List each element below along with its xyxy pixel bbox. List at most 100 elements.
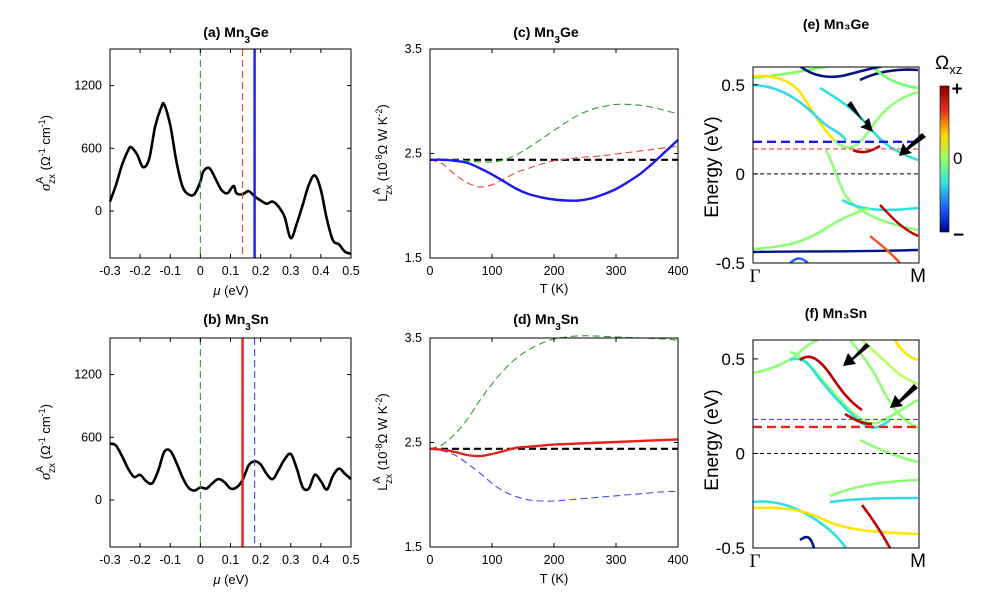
panel-f-ylabel: Energy (eV) (702, 389, 723, 490)
band-f-12 (829, 478, 919, 498)
x-tick-label: 300 (606, 553, 627, 567)
band-e-13 (753, 248, 919, 254)
panel-a-xlabel: μ (eV) (212, 283, 248, 298)
panel-c: (c) Mn3Ge 0 100 200 300 400 1.5 2.5 3.5 T (K) L… (372, 24, 688, 296)
y-tick-label: 600 (81, 430, 102, 444)
y-tick-label: 600 (81, 141, 102, 155)
plot-a-area (108, 49, 352, 258)
series-red-line (429, 438, 679, 458)
band-e-3 (833, 90, 919, 149)
x-tick-label: 0.4 (312, 553, 329, 567)
panel-b-ylabel: σAzx (Ω-1 cm-1) (35, 404, 58, 480)
y-tick-label: 2.5 (405, 147, 422, 161)
x-tick-label: 0.3 (282, 264, 299, 278)
band-e-9 (799, 67, 885, 79)
x-tick-label: 0 (197, 553, 204, 567)
band-e-2 (753, 74, 835, 141)
plot-d-area (429, 335, 679, 502)
panel-e: (e) Mn₃Ge -0.5 0 0.5 Γ M Energy (eV) (702, 16, 926, 287)
x-tick-label: -0.3 (99, 264, 121, 278)
panel-b-title: (b) Mn3Sn (203, 311, 268, 333)
y-tick-label: -0.5 (716, 539, 745, 558)
x-tick-label: 0.5 (342, 264, 359, 278)
plot-f-frame (752, 339, 920, 549)
band-f-14 (860, 504, 892, 548)
panel-f-title: (f) Mn₃Sn (805, 305, 867, 321)
x-tick-label: 0.3 (282, 553, 299, 567)
y-tick-label: 2.5 (405, 436, 422, 450)
series-sigma-line (108, 101, 352, 256)
arrow-e-1 (847, 101, 873, 132)
x-tick-label: 0 (427, 264, 434, 278)
series-green-line (429, 335, 679, 450)
plot-b-frame (109, 337, 352, 548)
x-tick-label: 200 (544, 264, 565, 278)
band-f-6 (861, 340, 919, 386)
x-tick-label: 400 (668, 553, 689, 567)
series-green-line (430, 103, 679, 163)
panel-d: (d) Mn3Sn 0 100 200 300 400 1.5 2.5 3.5 T (K) L… (372, 311, 688, 586)
band-e-8 (871, 67, 919, 90)
y-tick-label: 1.5 (405, 540, 422, 554)
panel-d-ylabel: LAzx (10-8Ω W K-2) (372, 393, 395, 491)
x-tick-label: 100 (482, 553, 503, 567)
x-tick-label: -0.1 (159, 553, 181, 567)
y-tick-label: 0.5 (721, 76, 745, 95)
panel-e-hlines (753, 140, 919, 175)
y-tick-label: 1200 (74, 79, 102, 93)
band-f-1 (753, 340, 819, 375)
band-f-4 (799, 355, 863, 412)
x-tick-label: 0 (427, 553, 434, 567)
panel-b: (b) Mn3Sn -0.3 -0.2 -0.1 0 0.1 0.2 0.3 0.4 0.5 0 6… (35, 311, 360, 587)
x-tick-label: -0.1 (159, 264, 181, 278)
band-f-10 (753, 500, 848, 548)
panel-c-xlabel: T (K) (540, 281, 569, 296)
x-tick-label: 100 (482, 264, 503, 278)
y-tick-label: 3.5 (405, 331, 422, 345)
panel-f-bands (753, 340, 919, 548)
y-tick-label: 1200 (74, 368, 102, 382)
x-tick-label: 0.1 (222, 264, 239, 278)
band-e-4 (753, 83, 847, 141)
plot-c-area (429, 103, 679, 202)
x-tick-label-m: M (910, 551, 926, 572)
x-tick-label: 0 (197, 264, 204, 278)
x-tick-label: 0.2 (252, 264, 269, 278)
panel-c-title: (c) Mn3Ge (513, 24, 579, 46)
series-sigma-line (109, 442, 352, 492)
arrow-f-2 (890, 384, 918, 408)
band-e-11 (841, 198, 919, 212)
panel-f-hlines (753, 418, 919, 454)
y-tick-label: 0.5 (721, 350, 745, 369)
band-e-15 (869, 235, 901, 263)
band-f-9 (859, 438, 919, 464)
band-f-11 (753, 506, 919, 536)
x-tick-label: 0.2 (252, 553, 269, 567)
panel-c-ylabel: LAzx (10-8Ω W K-2) (372, 104, 395, 202)
band-e-7 (859, 68, 919, 82)
x-tick-label-m: M (910, 266, 926, 287)
x-tick-label: 300 (606, 264, 627, 278)
panel-a-ylabel: σAzx (Ω-1 cm-1) (35, 115, 58, 191)
colorbar: Ωxz + 0 − (935, 53, 964, 246)
y-tick-label: 0 (736, 165, 745, 184)
x-tick-label-gamma: Γ (750, 266, 761, 287)
y-tick-label: 3.5 (405, 42, 422, 56)
x-tick-label: 0.1 (222, 553, 239, 567)
plot-a-frame (109, 48, 352, 259)
colorbar-max-label: + (951, 79, 962, 100)
band-e-16 (789, 257, 809, 263)
panel-f: (f) Mn₃Sn -0.5 0 0.5 Γ M Energy (eV) (702, 305, 926, 572)
plot-b-area (109, 338, 352, 547)
band-e-12 (753, 206, 871, 251)
y-tick-label: 0 (736, 444, 745, 463)
panel-d-title: (d) Mn3Sn (513, 311, 578, 333)
arrow-e-2 (899, 133, 926, 156)
panel-e-bands (753, 67, 919, 263)
series-red-line (429, 145, 679, 188)
band-f-15 (799, 535, 816, 548)
band-e-14 (879, 204, 919, 238)
series-blue-line (429, 448, 679, 502)
x-tick-label-gamma: Γ (750, 551, 761, 572)
